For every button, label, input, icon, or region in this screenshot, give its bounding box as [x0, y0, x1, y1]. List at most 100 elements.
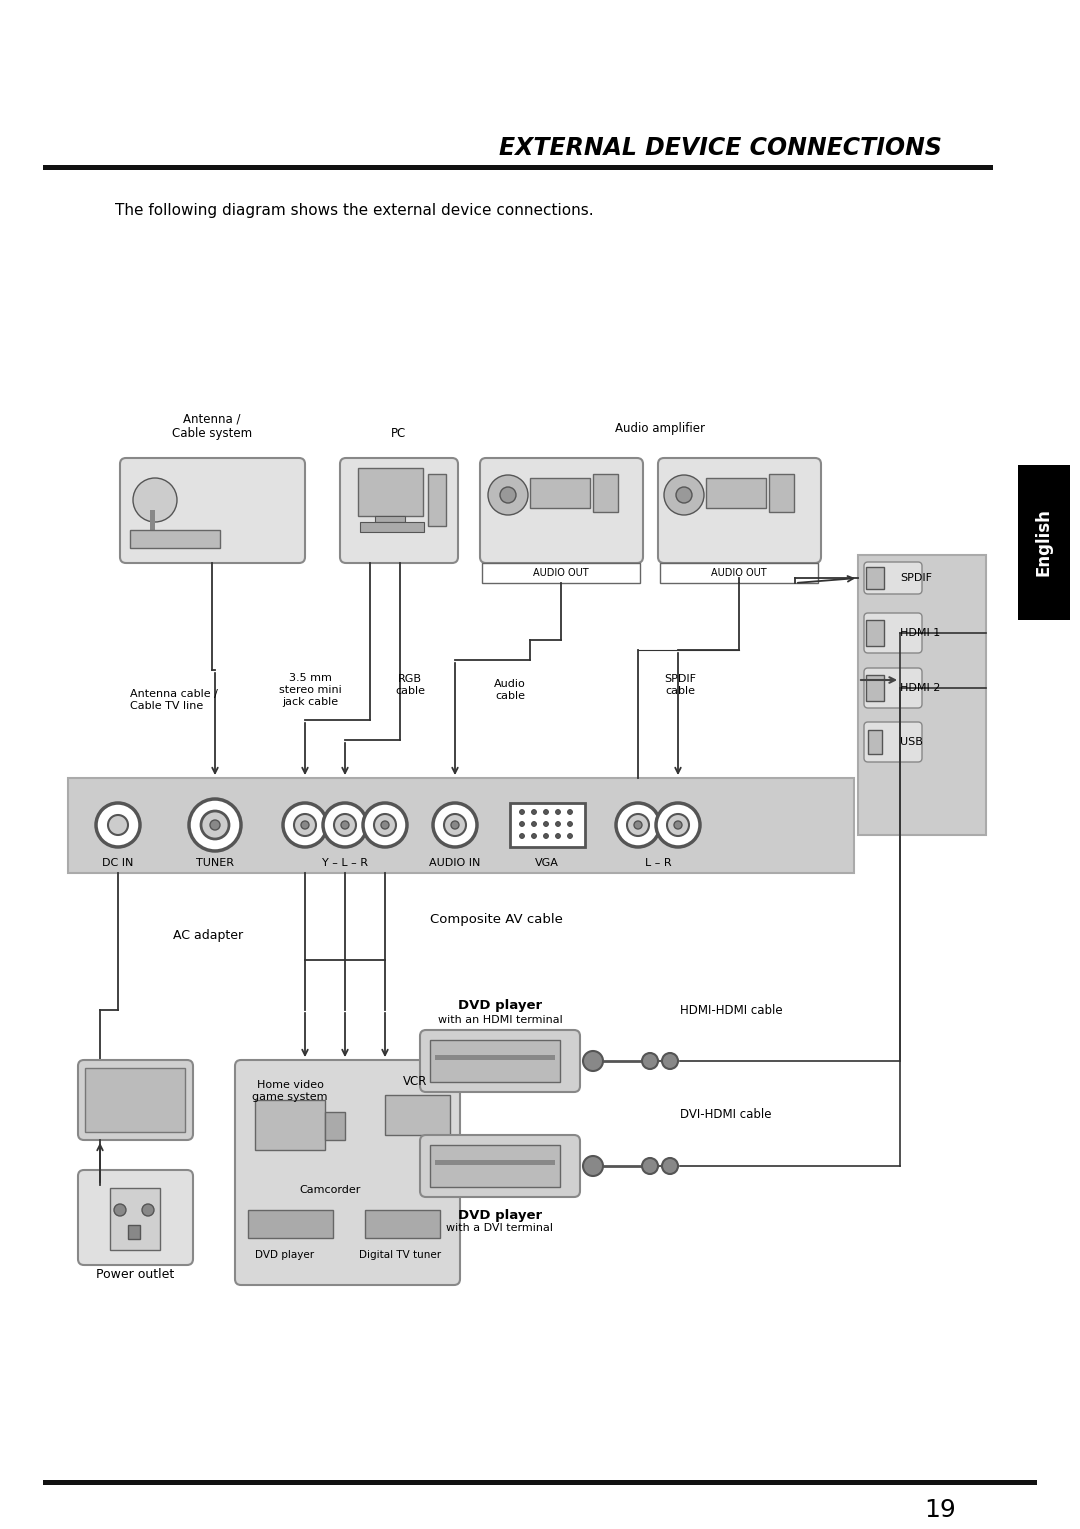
Circle shape: [664, 476, 704, 515]
Circle shape: [519, 833, 525, 838]
Circle shape: [500, 488, 516, 503]
Text: L – R: L – R: [645, 858, 672, 868]
Bar: [530, 479, 590, 508]
Circle shape: [531, 809, 537, 815]
FancyBboxPatch shape: [864, 668, 922, 708]
Text: Home video
game system: Home video game system: [253, 1079, 327, 1101]
Circle shape: [583, 1050, 603, 1070]
Bar: [660, 563, 818, 583]
Bar: [866, 674, 885, 700]
Circle shape: [451, 821, 459, 829]
Circle shape: [283, 803, 327, 847]
FancyBboxPatch shape: [420, 1031, 580, 1092]
Circle shape: [642, 1053, 658, 1069]
Circle shape: [555, 833, 561, 838]
Circle shape: [294, 813, 316, 836]
Text: The following diagram shows the external device connections.: The following diagram shows the external…: [114, 202, 594, 217]
Circle shape: [433, 803, 477, 847]
Text: AUDIO IN: AUDIO IN: [430, 858, 481, 868]
Circle shape: [543, 833, 549, 838]
Bar: [248, 1209, 333, 1238]
Text: VGA: VGA: [535, 858, 559, 868]
Circle shape: [555, 821, 561, 827]
Circle shape: [543, 809, 549, 815]
Text: Audio
cable: Audio cable: [495, 679, 526, 700]
Bar: [325, 1112, 345, 1141]
Bar: [68, 778, 854, 873]
Circle shape: [108, 815, 129, 835]
FancyBboxPatch shape: [78, 1170, 193, 1264]
Circle shape: [676, 488, 692, 503]
Text: English: English: [1035, 508, 1053, 576]
FancyBboxPatch shape: [340, 459, 458, 563]
Text: Composite AV cable: Composite AV cable: [430, 913, 563, 927]
Circle shape: [141, 1203, 154, 1216]
Text: AC adapter: AC adapter: [173, 928, 243, 942]
Bar: [129, 1225, 140, 1238]
Circle shape: [667, 813, 689, 836]
Circle shape: [201, 810, 229, 839]
Bar: [866, 567, 885, 589]
Circle shape: [381, 821, 389, 829]
Bar: [769, 474, 794, 512]
Bar: [482, 563, 640, 583]
Bar: [360, 521, 424, 532]
Circle shape: [583, 1156, 603, 1176]
Bar: [43, 165, 993, 170]
Text: Audio amplifier: Audio amplifier: [615, 422, 705, 434]
Text: 3.5 mm
stereo mini
jack cable: 3.5 mm stereo mini jack cable: [279, 673, 341, 706]
Bar: [428, 474, 446, 526]
Text: DVD player: DVD player: [458, 998, 542, 1012]
Text: PC: PC: [391, 427, 407, 440]
Circle shape: [114, 1203, 126, 1216]
Bar: [150, 511, 156, 544]
FancyBboxPatch shape: [864, 613, 922, 653]
FancyBboxPatch shape: [864, 563, 922, 593]
FancyBboxPatch shape: [864, 722, 922, 761]
Text: AUDIO OUT: AUDIO OUT: [534, 567, 589, 578]
FancyBboxPatch shape: [480, 459, 643, 563]
Bar: [430, 1145, 561, 1187]
Text: Antenna /
Cable system: Antenna / Cable system: [172, 411, 252, 440]
Text: HDMI 1: HDMI 1: [900, 628, 941, 638]
Circle shape: [363, 803, 407, 847]
Circle shape: [656, 803, 700, 847]
Circle shape: [133, 479, 177, 521]
Text: VCR: VCR: [403, 1075, 428, 1089]
Circle shape: [488, 476, 528, 515]
Circle shape: [567, 809, 572, 815]
Bar: [130, 531, 220, 547]
Text: SPDIF
cable: SPDIF cable: [664, 674, 696, 696]
Bar: [510, 803, 585, 847]
Bar: [430, 1040, 561, 1083]
Circle shape: [531, 821, 537, 827]
Text: SPDIF: SPDIF: [900, 573, 932, 583]
Bar: [384, 1095, 450, 1135]
Text: Power outlet: Power outlet: [96, 1269, 174, 1281]
Text: HDMI 2: HDMI 2: [900, 683, 941, 693]
Circle shape: [567, 821, 572, 827]
Text: DC IN: DC IN: [103, 858, 134, 868]
Text: EXTERNAL DEVICE CONNECTIONS: EXTERNAL DEVICE CONNECTIONS: [499, 136, 942, 161]
Circle shape: [531, 833, 537, 838]
Bar: [868, 729, 882, 754]
Bar: [1018, 465, 1070, 619]
Text: Camcorder: Camcorder: [299, 1185, 361, 1196]
Circle shape: [662, 1053, 678, 1069]
Circle shape: [627, 813, 649, 836]
Circle shape: [96, 803, 140, 847]
Text: HDMI-HDMI cable: HDMI-HDMI cable: [680, 1003, 783, 1017]
Circle shape: [519, 821, 525, 827]
Bar: [866, 619, 885, 645]
Circle shape: [634, 821, 642, 829]
Bar: [255, 1099, 325, 1150]
Circle shape: [323, 803, 367, 847]
Circle shape: [444, 813, 465, 836]
Text: Digital TV tuner: Digital TV tuner: [359, 1251, 441, 1260]
Bar: [85, 1067, 185, 1131]
Bar: [375, 515, 405, 521]
Circle shape: [642, 1157, 658, 1174]
FancyBboxPatch shape: [120, 459, 305, 563]
Text: with an HDMI terminal: with an HDMI terminal: [437, 1015, 563, 1024]
Text: DVD player: DVD player: [256, 1251, 314, 1260]
